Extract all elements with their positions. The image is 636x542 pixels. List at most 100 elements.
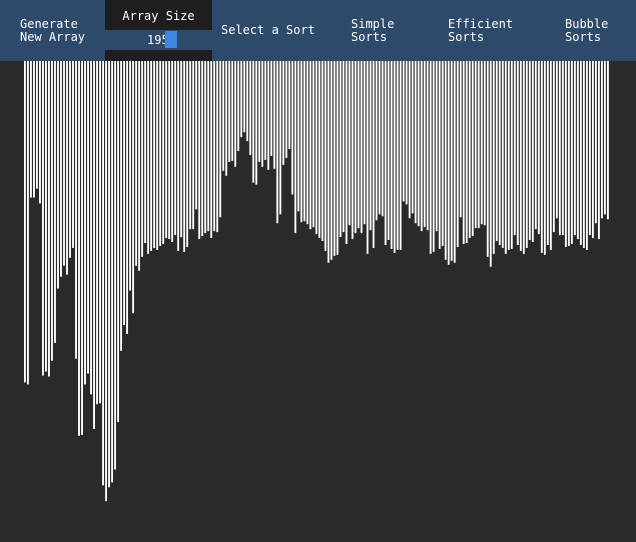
array-bar xyxy=(258,61,261,162)
array-bar xyxy=(276,61,279,224)
array-bar xyxy=(567,61,570,246)
array-bar xyxy=(480,61,483,225)
array-size-slider[interactable]: 195 xyxy=(105,30,212,50)
array-bar xyxy=(585,61,588,250)
array-bar xyxy=(519,61,522,251)
efficient-sorts-button[interactable]: Efficient Sorts xyxy=(448,0,538,61)
efficient-label-line1: Efficient xyxy=(448,16,514,31)
generate-label-line1: Generate xyxy=(20,16,78,31)
array-bar xyxy=(123,61,126,326)
array-bar xyxy=(156,61,159,250)
array-bar xyxy=(369,61,372,231)
array-bar xyxy=(354,61,357,234)
array-bar xyxy=(111,61,114,483)
array-bar xyxy=(333,61,336,256)
array-bar xyxy=(96,61,98,405)
array-bar xyxy=(321,61,324,242)
array-bar xyxy=(108,61,110,488)
array-bar xyxy=(168,61,171,240)
array-bar xyxy=(516,61,519,245)
array-bar xyxy=(591,61,594,239)
array-bar xyxy=(582,61,585,248)
array-bar xyxy=(87,61,89,374)
array-bar xyxy=(231,61,234,161)
array-bar xyxy=(189,61,192,230)
array-bar xyxy=(330,61,333,260)
array-bar xyxy=(477,61,480,229)
bubble-label-line1: Bubble xyxy=(565,16,609,31)
array-bar xyxy=(342,61,345,233)
array-bar xyxy=(534,61,537,230)
array-bar xyxy=(39,61,41,204)
array-bar xyxy=(426,61,429,231)
array-bar xyxy=(546,61,549,245)
array-bar xyxy=(198,61,201,240)
array-size-panel: Array Size 195 xyxy=(105,0,212,61)
array-bar xyxy=(606,61,609,220)
array-bar xyxy=(537,61,540,235)
array-bar xyxy=(234,61,237,167)
array-bar xyxy=(180,61,183,238)
array-bar xyxy=(387,61,390,241)
array-bar xyxy=(141,61,144,257)
array-bar xyxy=(264,61,267,160)
array-bar xyxy=(495,61,498,242)
array-bar xyxy=(555,61,558,219)
array-bar xyxy=(372,61,375,248)
array-bar xyxy=(165,61,168,239)
array-bar xyxy=(402,61,405,202)
array-bar xyxy=(183,61,186,252)
array-size-slider-handle[interactable] xyxy=(165,31,177,48)
array-bar xyxy=(93,61,95,429)
array-bar xyxy=(285,61,288,158)
array-bar xyxy=(159,61,162,246)
array-bar xyxy=(270,61,273,156)
array-bar xyxy=(204,61,207,234)
array-bar xyxy=(297,61,300,212)
array-bars-canvas xyxy=(0,61,636,542)
efficient-button-label: Efficient Sorts xyxy=(448,16,514,44)
array-bar xyxy=(408,61,411,219)
array-bar xyxy=(579,61,582,245)
array-bar xyxy=(453,61,456,263)
array-bar xyxy=(81,61,83,435)
bubble-label-line2: Sorts xyxy=(565,29,602,44)
array-bar xyxy=(489,61,492,267)
array-bar xyxy=(63,61,65,266)
array-bar xyxy=(306,61,309,225)
array-bar xyxy=(246,61,249,142)
efficient-label-line2: Sorts xyxy=(448,29,485,44)
array-bar xyxy=(102,61,104,486)
array-bar xyxy=(363,61,366,225)
array-bar xyxy=(177,61,180,251)
array-bar xyxy=(432,61,435,252)
select-a-sort-button[interactable]: Select a Sort xyxy=(221,0,331,61)
array-bar xyxy=(195,61,198,210)
array-bar xyxy=(288,61,291,150)
array-bar xyxy=(351,61,354,240)
array-bar xyxy=(222,61,225,171)
array-bar xyxy=(336,61,339,255)
array-bar xyxy=(240,61,243,138)
array-bar xyxy=(396,61,399,250)
bubble-sorts-button[interactable]: Bubble Sorts xyxy=(565,0,635,61)
simple-sorts-button[interactable]: Simple Sorts xyxy=(351,0,431,61)
array-bar xyxy=(507,61,510,250)
array-bar xyxy=(510,61,513,249)
array-bar xyxy=(528,61,531,241)
array-bar xyxy=(594,61,597,224)
array-bar xyxy=(411,61,414,214)
array-bar xyxy=(360,61,363,234)
array-bar xyxy=(345,61,348,244)
array-bar xyxy=(24,61,26,383)
array-bar xyxy=(429,61,432,254)
array-bar xyxy=(420,61,423,232)
array-bar xyxy=(552,61,555,233)
array-bar xyxy=(381,61,384,217)
generate-new-array-button[interactable]: Generate New Array xyxy=(20,0,98,61)
array-bar xyxy=(228,61,231,162)
array-bar xyxy=(423,61,426,228)
array-bar xyxy=(465,61,468,243)
array-bar xyxy=(279,61,282,215)
